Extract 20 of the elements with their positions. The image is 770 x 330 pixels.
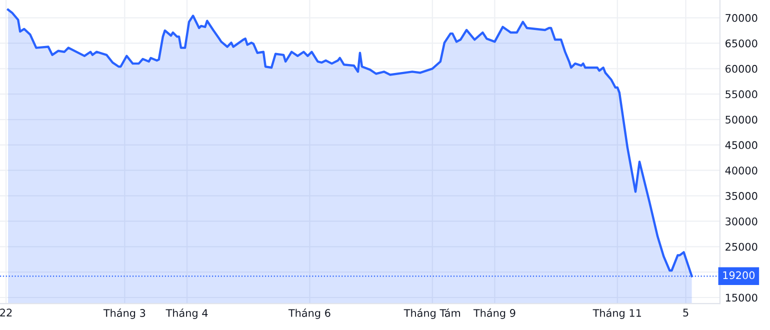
ref-line-label: 19200 xyxy=(723,271,755,280)
y-tick-label: 35000 xyxy=(726,192,758,200)
y-tick-label: 40000 xyxy=(725,166,758,174)
y-tick-label: 30000 xyxy=(726,217,758,226)
x-tick-label: Tháng 6 xyxy=(288,308,330,319)
x-tick-label: Tháng 11 xyxy=(592,308,641,319)
x-tick-label: Tháng Tám xyxy=(404,308,460,319)
y-tick-label: 25000 xyxy=(726,242,758,251)
x-tick-label: Tháng 4 xyxy=(166,308,208,319)
x-tick-label: 22 xyxy=(0,308,12,316)
y-tick-label: 50000 xyxy=(726,116,758,124)
y-tick-label: 45000 xyxy=(725,141,758,150)
y-tick-label: 60000 xyxy=(726,64,758,73)
y-tick-label: 15000 xyxy=(726,294,758,302)
x-tick-label: Tháng 3 xyxy=(103,308,146,319)
x-tick-label: Tháng 9 xyxy=(473,308,516,319)
y-tick-label: 70000 xyxy=(726,14,758,22)
x-tick-label: 5 xyxy=(683,308,688,317)
y-tick-label: 65000 xyxy=(726,39,758,48)
y-tick-label: 55000 xyxy=(726,90,758,98)
